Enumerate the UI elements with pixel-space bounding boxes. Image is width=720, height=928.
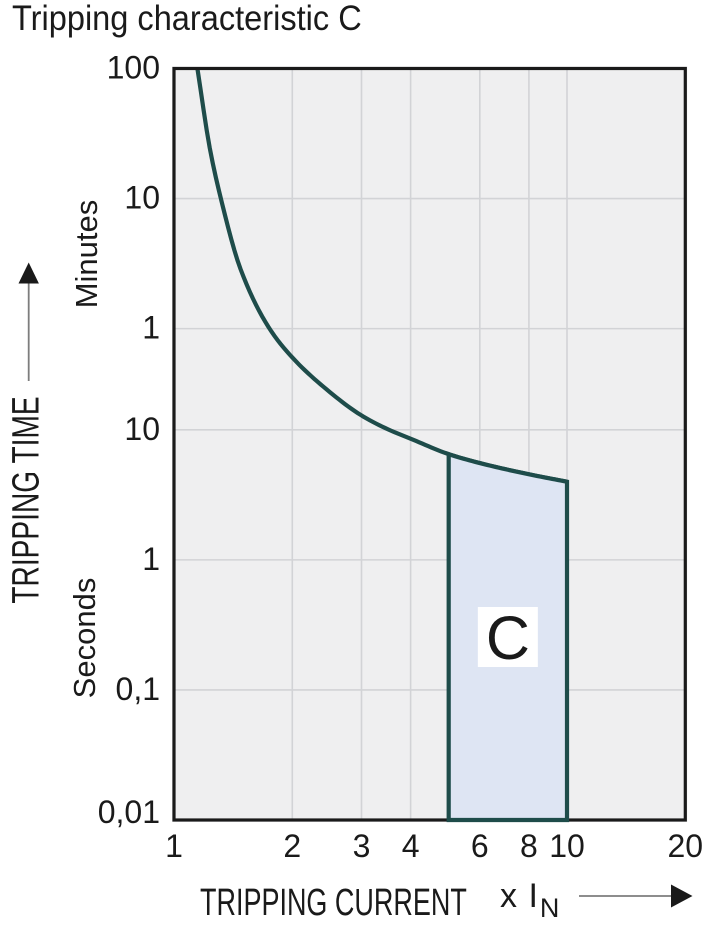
x-tick-label: 6	[471, 828, 489, 864]
x-axis-title: TRIPPING CURRENT	[200, 882, 467, 924]
x-axis-unit-text: x I	[500, 877, 539, 915]
y-tick-label: 1	[142, 310, 160, 346]
y-tick-label: 10	[124, 411, 160, 447]
x-axis-unit: x IN	[500, 877, 559, 923]
x-tick-label: 1	[165, 828, 183, 864]
x-tick-label: 20	[668, 828, 704, 864]
band-label: C	[486, 604, 530, 672]
x-axis-arrow-head	[671, 884, 693, 908]
x-tick-label: 10	[549, 828, 585, 864]
x-axis-unit-subscript: N	[539, 893, 560, 923]
x-tick-label: 2	[283, 828, 301, 864]
y-axis-unit-minutes: Minutes	[69, 199, 104, 309]
x-tick-label: 8	[520, 828, 538, 864]
y-tick-label: 10	[124, 180, 160, 216]
y-axis-arrow-head	[18, 262, 39, 284]
y-tick-label: 1	[142, 541, 160, 577]
y-tick-label: 0,01	[98, 794, 160, 830]
chart-title: Tripping characteristic C	[12, 0, 362, 38]
y-axis-title: TRIPPING TIME	[5, 396, 48, 604]
plot-border	[172, 66, 687, 822]
y-axis-unit-seconds: Seconds	[67, 577, 102, 699]
x-tick-label: 3	[353, 828, 371, 864]
y-tick-label: 100	[107, 50, 160, 86]
band-label-box	[477, 607, 538, 667]
y-tick-label: 0,1	[116, 671, 160, 707]
x-tick-label: 4	[402, 828, 420, 864]
plot-background	[172, 66, 688, 822]
